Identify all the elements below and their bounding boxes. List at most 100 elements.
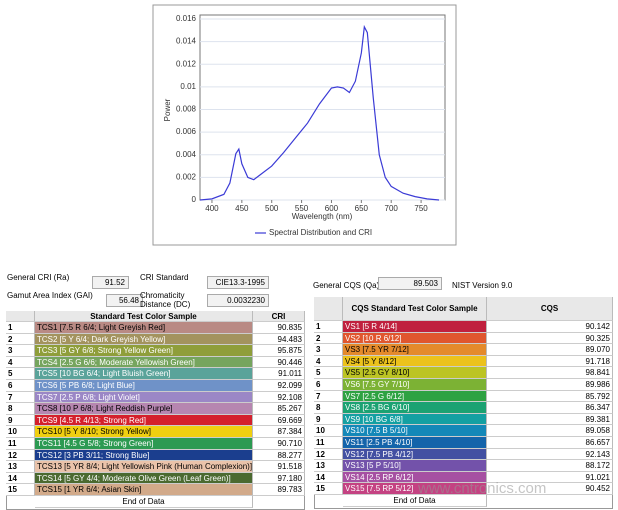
row-index: 2 <box>6 333 35 346</box>
sample-name: TCS5 [10 BG 6/4; Light Bluish Green] <box>35 368 253 380</box>
score-value: 91.021 <box>487 471 613 484</box>
y-tick-label: 0.012 <box>176 59 197 68</box>
sample-name: TCS11 [4.5 G 5/8; Strong Green] <box>35 438 253 450</box>
sample-name: VS1 [5 R 4/14] <box>343 321 487 333</box>
header-cell <box>6 311 35 322</box>
y-tick-label: 0.006 <box>176 127 197 136</box>
sample-name: TCS7 [2.5 P 6/8; Light Violet] <box>35 391 253 404</box>
sample-name: VS4 [5 Y 8/12] <box>343 355 487 368</box>
header-cell: CQS Standard Test Color Sample <box>343 297 487 321</box>
watermark: www.cntronics.com <box>418 480 547 497</box>
sample-name: TCS10 [5 Y 8/10; Strong Yellow] <box>35 426 253 438</box>
score-value: 98.841 <box>487 367 613 379</box>
sample-name: VS5 [2.5 GY 8/10] <box>343 367 487 379</box>
row-index: 3 <box>6 345 35 357</box>
row-index: 10 <box>314 425 343 437</box>
score-value: 97.180 <box>253 472 305 485</box>
sample-name: TCS6 [5 PB 6/8; Light Blue] <box>35 380 253 392</box>
score-value: 90.835 <box>253 322 305 334</box>
score-value: 86.347 <box>487 402 613 414</box>
x-tick-label: 400 <box>205 204 219 213</box>
score-value: 92.143 <box>487 448 613 461</box>
score-value: 91.011 <box>253 368 305 380</box>
x-tick-label: 550 <box>295 204 309 213</box>
sample-name: VS15 [7.5 RP 5/12] <box>343 483 487 495</box>
row-index: 6 <box>314 379 343 391</box>
row-index: 11 <box>314 437 343 449</box>
row-index: 14 <box>6 472 35 485</box>
x-tick-label: 500 <box>265 204 279 213</box>
row-index: 5 <box>6 368 35 380</box>
table-footer: End of Data <box>343 495 487 507</box>
sample-name: TCS8 [10 P 6/8; Light Reddish Purple] <box>35 403 253 415</box>
score-value: 90.710 <box>253 438 305 450</box>
sample-name: VS14 [2.5 RP 6/12] <box>343 471 487 484</box>
score-value: 89.070 <box>487 344 613 356</box>
y-tick-label: 0.014 <box>176 37 197 46</box>
row-index: 6 <box>6 380 35 392</box>
row-index: 15 <box>314 483 343 495</box>
score-value: 89.986 <box>487 379 613 391</box>
row-index: 1 <box>314 321 343 333</box>
row-index: 13 <box>314 460 343 472</box>
field-label: General CRI (Ra) <box>7 273 70 282</box>
field-value: 56.48 <box>106 294 143 307</box>
field-label: General CQS (Qa) <box>313 281 380 290</box>
x-tick-label: 600 <box>325 204 339 213</box>
sample-name: VS13 [5 P 5/10] <box>343 460 487 472</box>
sample-name: TCS9 [4.5 R 4/13; Strong Red] <box>35 414 253 427</box>
plot-area <box>199 14 446 201</box>
score-value: 85.267 <box>253 403 305 415</box>
row-index: 14 <box>314 471 343 484</box>
score-value: 89.381 <box>487 413 613 426</box>
score-value: 90.446 <box>253 356 305 369</box>
y-tick-label: 0.002 <box>176 172 197 181</box>
row-index: 8 <box>314 402 343 414</box>
field-label: Gamut Area Index (GAI) <box>7 291 93 300</box>
score-value: 69.669 <box>253 414 305 427</box>
score-value: 86.657 <box>487 437 613 449</box>
row-index: 15 <box>6 484 35 496</box>
row-index: 13 <box>6 461 35 473</box>
sample-name: VS6 [7.5 GY 7/10] <box>343 379 487 391</box>
version-label: NIST Version 9.0 <box>452 281 513 290</box>
score-value: 92.108 <box>253 391 305 404</box>
row-index: 12 <box>314 448 343 461</box>
sample-name: TCS3 [5 GY 6/8; Strong Yellow Green] <box>35 345 253 357</box>
row-index: 4 <box>6 356 35 369</box>
score-value: 89.783 <box>253 484 305 496</box>
y-tick-label: 0.004 <box>176 150 197 159</box>
sample-name: TCS2 [5 Y 6/4; Dark Greyish Yellow] <box>35 333 253 346</box>
sample-name: TCS1 [7.5 R 6/4; Light Greyish Red] <box>35 322 253 334</box>
score-value: 92.099 <box>253 380 305 392</box>
row-index: 7 <box>314 390 343 403</box>
score-value: 88.277 <box>253 449 305 462</box>
row-index: 8 <box>6 403 35 415</box>
field-value: 89.503 <box>378 277 442 290</box>
y-axis-label: Power <box>163 98 172 121</box>
x-tick-label: 450 <box>235 204 249 213</box>
sample-name: TCS12 [3 PB 3/11; Strong Blue] <box>35 449 253 462</box>
y-tick-label: 0 <box>192 195 197 204</box>
row-index: 12 <box>6 449 35 462</box>
spectrum-line <box>199 24 440 201</box>
y-tick-label: 0.016 <box>176 14 197 23</box>
score-value: 94.483 <box>253 333 305 346</box>
score-value: 85.792 <box>487 390 613 403</box>
row-index: 10 <box>6 426 35 438</box>
sample-name: VS2 [10 R 6/12] <box>343 332 487 345</box>
header-cell: Standard Test Color Sample <box>35 311 253 322</box>
header-cell <box>314 297 343 321</box>
legend-label: Spectral Distribution and CRI <box>269 228 372 237</box>
row-index: 9 <box>314 413 343 426</box>
sample-name: VS8 [2.5 BG 6/10] <box>343 402 487 414</box>
row-index: 4 <box>314 355 343 368</box>
row-index: 9 <box>6 414 35 427</box>
sample-name: TCS13 [5 YR 8/4; Light Yellowish Pink (H… <box>35 461 253 473</box>
field-value: CIE13.3-1995 <box>207 276 269 289</box>
table-footer: End of Data <box>35 496 253 508</box>
score-value: 91.718 <box>487 355 613 368</box>
sample-name: VS12 [7.5 PB 4/12] <box>343 448 487 461</box>
score-value: 90.325 <box>487 332 613 345</box>
field-label: CRI Standard <box>140 273 189 282</box>
